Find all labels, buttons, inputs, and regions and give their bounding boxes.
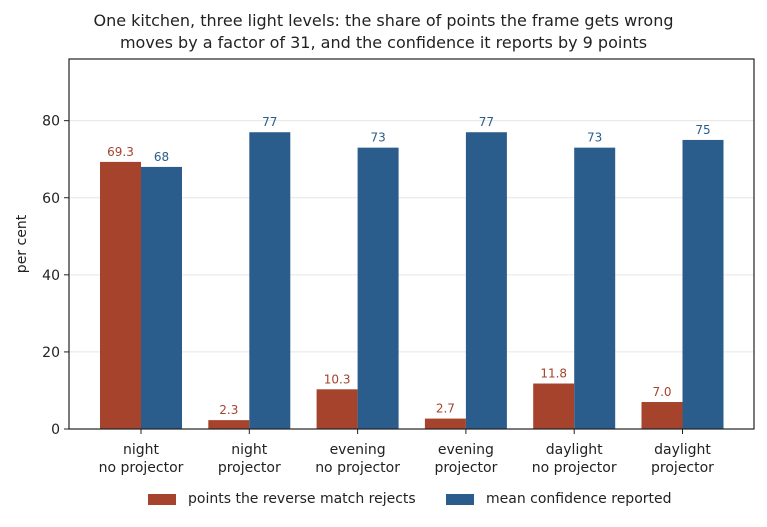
x-tick-label: daylight: [546, 442, 603, 458]
legend-item-rejects: points the reverse match rejects: [148, 489, 416, 509]
legend-label-confidence: mean confidence reported: [486, 491, 672, 507]
y-tick-label: 0: [51, 422, 60, 438]
x-tick-label: evening: [438, 442, 494, 458]
data-label-rejects: 10.3: [324, 372, 351, 386]
bar-rejects: [533, 383, 575, 429]
bar-confidence: [357, 147, 399, 430]
chart-title-line-2: moves by a factor of 31, and the confide…: [119, 33, 648, 52]
x-tick-label: projector: [218, 460, 281, 476]
legend-label-rejects: points the reverse match rejects: [188, 491, 416, 507]
chart-title-line-1: One kitchen, three light levels: the sha…: [93, 11, 674, 30]
bar-confidence: [249, 132, 291, 429]
plot-frame: [68, 58, 755, 430]
data-label-confidence: 73: [587, 131, 602, 145]
data-label-confidence: 75: [695, 123, 710, 137]
legend-swatch-rejects: [148, 493, 176, 505]
x-tick-label: no projector: [99, 460, 184, 476]
x-tick-label: no projector: [532, 460, 617, 476]
data-label-rejects: 2.3: [219, 403, 238, 417]
data-label-confidence: 77: [262, 115, 277, 129]
x-tick-label: night: [231, 442, 268, 458]
x-tick-label: evening: [330, 442, 386, 458]
data-label-rejects: 69.3: [107, 145, 134, 159]
legend-item-confidence: mean confidence reported: [446, 489, 672, 509]
x-tick-label: projector: [434, 460, 497, 476]
y-axis-label: per cent: [14, 214, 30, 273]
bar-confidence: [465, 132, 507, 429]
x-tick-label: daylight: [654, 442, 711, 458]
bar-rejects: [100, 161, 141, 429]
data-label-confidence: 77: [479, 115, 494, 129]
bar-rejects: [424, 418, 466, 429]
bar-confidence: [141, 166, 182, 429]
bar-rejects: [208, 420, 250, 429]
data-label-confidence: 73: [370, 131, 385, 145]
y-tick-label: 40: [42, 268, 60, 284]
data-label-rejects: 2.7: [436, 402, 455, 416]
bar-rejects: [316, 389, 358, 429]
bar-confidence: [682, 139, 724, 429]
bar-confidence: [574, 147, 616, 430]
x-tick-label: projector: [651, 460, 714, 476]
data-label-confidence: 68: [154, 150, 169, 164]
x-tick-label: night: [123, 442, 160, 458]
x-tick-label: no projector: [315, 460, 400, 476]
y-tick-label: 20: [42, 345, 60, 361]
data-label-rejects: 7.0: [652, 385, 671, 399]
y-tick-label: 80: [42, 114, 60, 130]
data-label-rejects: 11.8: [540, 367, 567, 381]
y-tick-label: 60: [42, 191, 60, 207]
legend-swatch-confidence: [446, 493, 474, 505]
bar-rejects: [641, 402, 683, 429]
